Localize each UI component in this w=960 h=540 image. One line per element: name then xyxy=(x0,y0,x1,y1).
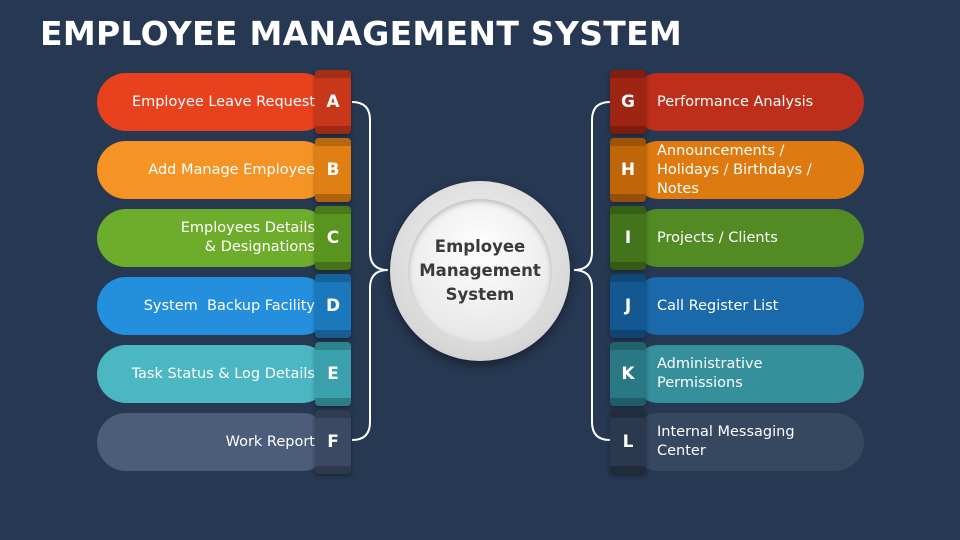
left-item-d-tab: D xyxy=(315,274,351,338)
right-item-j-letter: J xyxy=(624,296,632,316)
right-item-i-letter: I xyxy=(624,228,632,248)
right-item-l-label: Internal Messaging Center xyxy=(657,424,795,459)
right-item-i-pill: Projects / Clients xyxy=(630,209,864,267)
right-item-l-pill: Internal Messaging Center xyxy=(630,413,864,471)
left-item-c-tab: C xyxy=(315,206,351,270)
right-item-h-pill: Announcements / Holidays / Birthdays / N… xyxy=(630,141,864,199)
left-item-d-label: System Backup Facility xyxy=(143,297,315,314)
right-item-i-label: Projects / Clients xyxy=(657,229,778,246)
left-item-f-pill: Work Report xyxy=(97,413,331,471)
right-item-k-pill: Administrative Permissions xyxy=(630,345,864,403)
left-item-b-pill: Add Manage Employee xyxy=(97,141,331,199)
left-item-c-label: Employees Details & Designations xyxy=(180,220,315,255)
right-item-h-tab: H xyxy=(610,138,646,202)
right-item-j-pill: Call Register List xyxy=(630,277,864,335)
left-item-b-label: Add Manage Employee xyxy=(148,161,315,178)
right-item-h-label: Announcements / Holidays / Birthdays / N… xyxy=(657,142,812,197)
left-bracket xyxy=(351,101,389,441)
right-bracket xyxy=(573,101,611,441)
right-item-j-tab: J xyxy=(610,274,646,338)
page-title: EMPLOYEE MANAGEMENT SYSTEM xyxy=(40,14,683,53)
right-item-g-letter: G xyxy=(621,92,635,112)
left-item-a-pill: Employee Leave Request xyxy=(97,73,331,131)
right-item-g-tab: G xyxy=(610,70,646,134)
left-item-a-tab: A xyxy=(315,70,351,134)
left-item-e-tab: E xyxy=(315,342,351,406)
left-item-b-tab: B xyxy=(315,138,351,202)
left-item-f-tab: F xyxy=(315,410,351,474)
right-item-g-label: Performance Analysis xyxy=(657,93,814,110)
left-item-e-label: Task Status & Log Details xyxy=(131,365,315,382)
left-item-c-pill: Employees Details & Designations xyxy=(97,209,331,267)
right-item-g-pill: Performance Analysis xyxy=(630,73,864,131)
left-item-e-pill: Task Status & Log Details xyxy=(97,345,331,403)
right-item-h-letter: H xyxy=(620,160,636,180)
left-item-f-label: Work Report xyxy=(225,433,315,450)
hub-label: Employee Management System xyxy=(419,237,541,304)
right-item-l-letter: L xyxy=(622,432,634,452)
right-item-j-label: Call Register List xyxy=(657,297,779,314)
left-item-d-pill: System Backup Facility xyxy=(97,277,331,335)
left-item-e-letter: E xyxy=(327,364,339,384)
hub-circle: Employee Management System xyxy=(408,199,552,343)
right-item-l-tab: L xyxy=(610,410,646,474)
right-item-k-tab: K xyxy=(610,342,646,406)
left-item-d-letter: D xyxy=(325,296,341,316)
left-item-c-letter: C xyxy=(326,228,340,248)
left-item-a-letter: A xyxy=(326,92,340,112)
left-item-b-letter: B xyxy=(326,160,340,180)
right-item-k-letter: K xyxy=(621,364,635,384)
right-item-i-tab: I xyxy=(610,206,646,270)
left-item-f-letter: F xyxy=(327,432,339,452)
left-item-a-label: Employee Leave Request xyxy=(131,93,315,110)
right-item-k-label: Administrative Permissions xyxy=(657,356,763,391)
